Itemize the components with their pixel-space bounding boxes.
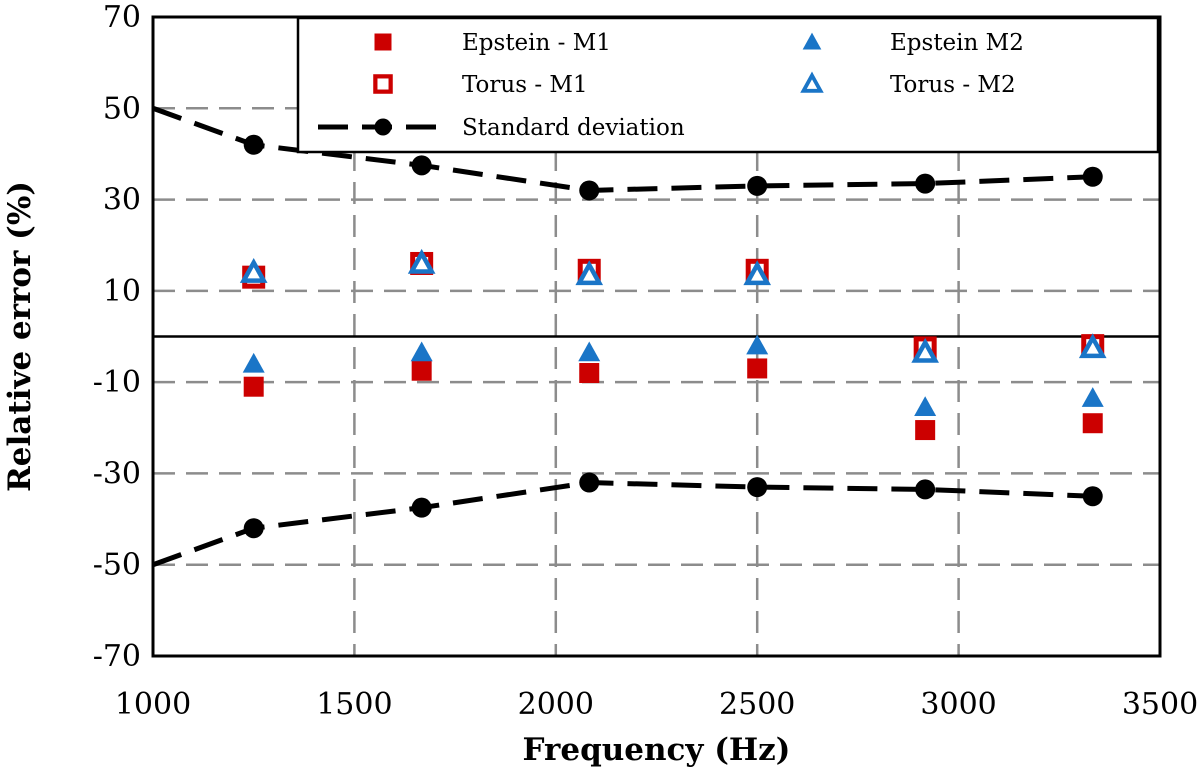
data-point <box>914 396 937 417</box>
data-point <box>578 341 601 362</box>
legend-item: Torus - M1 <box>373 72 588 98</box>
data-point <box>243 134 264 155</box>
data-point <box>1082 166 1103 187</box>
legend-label: Torus - M1 <box>462 72 588 98</box>
y-tick-label: -50 <box>93 548 141 583</box>
y-tick-label: -10 <box>93 365 141 400</box>
legend-label: Epstein M2 <box>890 30 1024 56</box>
series-layer <box>152 105 1107 568</box>
legend-label: Torus - M2 <box>890 72 1016 98</box>
data-point <box>579 180 600 201</box>
legend-marker <box>374 33 392 51</box>
legend-marker <box>373 74 393 94</box>
x-tick-label: 1000 <box>115 687 191 722</box>
data-point <box>915 479 936 500</box>
x-tick-label: 3500 <box>1122 687 1198 722</box>
legend-item: Epstein M2 <box>802 30 1024 56</box>
data-point <box>747 175 768 196</box>
series-4 <box>152 105 1103 201</box>
data-point <box>915 420 936 441</box>
x-axis-title: Frequency (Hz) <box>523 732 791 768</box>
series-0 <box>243 358 1103 441</box>
data-point <box>1081 387 1104 407</box>
data-point <box>1082 486 1103 507</box>
data-point <box>747 358 768 379</box>
data-point <box>575 260 604 286</box>
y-axis-title: Relative error (%) <box>2 181 38 492</box>
data-point <box>411 497 432 518</box>
data-point <box>410 341 433 362</box>
x-tick-label: 3000 <box>920 687 996 722</box>
tick-labels: 70 50 30 10 -10 -30 -50 -70 1000 1500 2000 2500 3000… <box>93 0 1198 722</box>
y-tick-label: -30 <box>93 456 141 491</box>
legend-item: Torus - M2 <box>800 71 1016 98</box>
data-point <box>243 518 264 539</box>
legend-marker <box>800 71 824 93</box>
legend: Epstein - M1 Epstein M2 Torus - M1 Torus - … <box>296 16 1160 154</box>
legend-item: Standard deviation <box>318 115 685 141</box>
data-point <box>239 257 268 283</box>
legend-box <box>296 16 1160 154</box>
data-point <box>579 363 600 384</box>
y-tick-label: -70 <box>93 639 141 674</box>
data-point <box>411 155 432 176</box>
x-tick-label: 1500 <box>316 687 392 722</box>
x-tick-label: 2000 <box>518 687 594 722</box>
legend-marker <box>374 118 392 136</box>
series-1 <box>242 251 1105 360</box>
legend-item: Epstein - M1 <box>374 30 611 56</box>
data-point <box>411 360 432 381</box>
data-point <box>915 173 936 194</box>
data-point <box>407 248 436 274</box>
x-tick-label: 2500 <box>719 687 795 722</box>
series-5 <box>152 472 1103 568</box>
y-tick-label: 10 <box>103 274 141 309</box>
data-point <box>1082 413 1103 434</box>
data-point <box>911 337 939 363</box>
series-2 <box>242 334 1104 417</box>
y-tick-label: 30 <box>103 183 141 218</box>
legend-label: Epstein - M1 <box>462 30 611 56</box>
data-point <box>243 376 264 397</box>
data-point <box>747 477 768 498</box>
data-point <box>242 352 265 373</box>
legend-label: Standard deviation <box>462 115 685 141</box>
legend-marker <box>802 32 822 50</box>
data-point <box>743 260 772 286</box>
data-point <box>579 472 600 493</box>
y-tick-label: 70 <box>103 0 141 35</box>
std-dev-line <box>152 480 1093 568</box>
series-3 <box>239 248 1107 363</box>
data-point <box>746 334 769 355</box>
data-point <box>1078 333 1107 359</box>
y-tick-label: 50 <box>103 91 141 126</box>
